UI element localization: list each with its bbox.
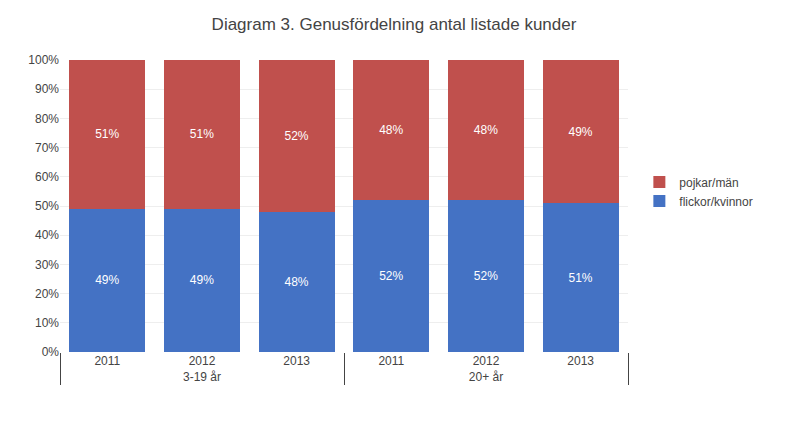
svg-text:20+ år: 20+ år [469,370,503,384]
svg-text:flickor/kvinnor: flickor/kvinnor [679,195,752,209]
svg-text:49%: 49% [568,125,592,139]
svg-text:49%: 49% [190,273,214,287]
svg-text:2013: 2013 [567,354,594,368]
svg-text:10%: 10% [35,316,59,330]
svg-text:20%: 20% [35,287,59,301]
svg-text:40%: 40% [35,228,59,242]
svg-text:2013: 2013 [283,354,310,368]
svg-text:51%: 51% [95,127,119,141]
svg-text:2011: 2011 [378,354,404,368]
svg-text:0%: 0% [42,345,60,359]
svg-text:48%: 48% [284,275,308,289]
svg-text:80%: 80% [35,112,59,126]
svg-text:48%: 48% [379,123,403,137]
svg-text:2012: 2012 [473,354,500,368]
svg-text:Diagram 3. Genusfördelning ant: Diagram 3. Genusfördelning antal listade… [212,15,577,34]
svg-text:52%: 52% [284,129,308,143]
svg-text:70%: 70% [35,141,59,155]
svg-text:52%: 52% [474,269,498,283]
svg-text:52%: 52% [379,269,403,283]
svg-text:48%: 48% [474,123,498,137]
svg-text:3-19 år: 3-19 år [183,370,221,384]
svg-text:51%: 51% [568,271,592,285]
svg-text:49%: 49% [95,273,119,287]
svg-text:2012: 2012 [189,354,216,368]
svg-text:51%: 51% [190,127,214,141]
svg-text:50%: 50% [35,199,59,213]
svg-text:30%: 30% [35,258,59,272]
svg-text:2011: 2011 [94,354,120,368]
svg-text:90%: 90% [35,82,59,96]
svg-text:60%: 60% [35,170,59,184]
svg-text:pojkar/män: pojkar/män [679,176,738,190]
svg-text:100%: 100% [28,53,59,67]
